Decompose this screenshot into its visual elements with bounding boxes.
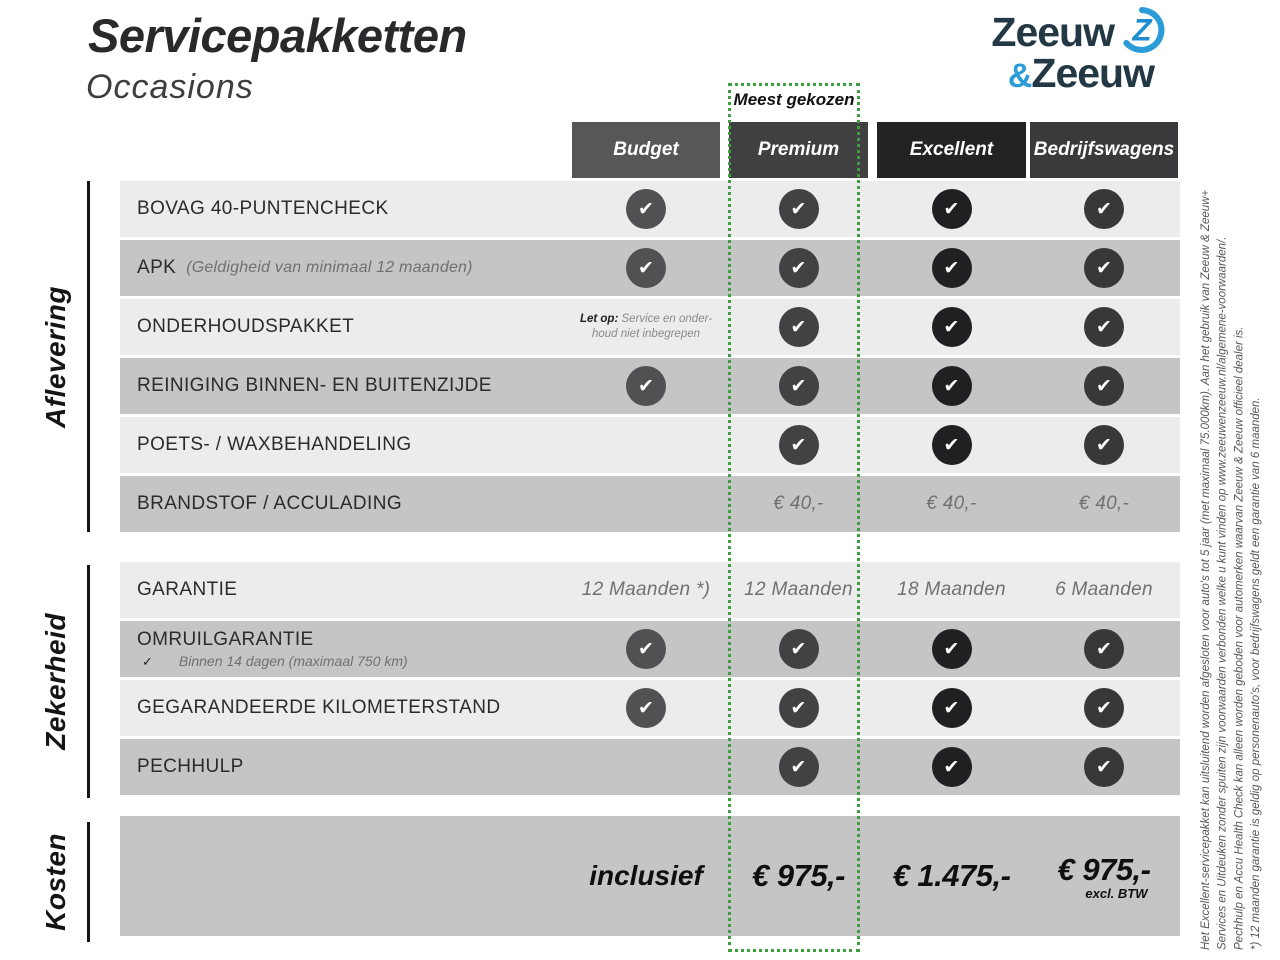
cell-value: € 40,- xyxy=(773,493,824,514)
cost-excellent: € 1.475,- xyxy=(892,858,1011,893)
row-label: APK xyxy=(137,257,177,278)
check-icon: ✔ xyxy=(778,366,819,406)
logo-word-2: Zeeuw xyxy=(1031,50,1155,96)
check-icon: ✔ xyxy=(778,248,819,288)
cost-premium: € 975,- xyxy=(751,858,846,893)
table-row: GARANTIE 12 Maanden *) 12 Maanden 18 Maa… xyxy=(120,562,1180,618)
table-row: REINIGING BINNEN- EN BUITENZIJDE ✔ ✔ ✔ ✔ xyxy=(120,358,1180,414)
table-row: PECHHULP ✔ ✔ ✔ xyxy=(120,739,1180,795)
svg-text:Z: Z xyxy=(1131,12,1153,47)
column-header-premium: Premium xyxy=(729,122,868,178)
budget-note: Let op: Service en onder-houd niet inbeg… xyxy=(579,313,713,340)
check-icon: ✔ xyxy=(931,747,972,787)
logo-word-1: Zeeuw xyxy=(991,8,1115,55)
table-row: APK (Geldigheid van minimaal 12 maanden)… xyxy=(120,240,1180,296)
row-label: BRANDSTOF / ACCULADING xyxy=(137,493,402,514)
check-icon: ✔ xyxy=(778,307,819,347)
cell-value: € 40,- xyxy=(926,493,977,514)
fine-print-line: *) 12 maanden garantie is geldig op pers… xyxy=(1250,397,1263,950)
column-header-excellent: Excellent xyxy=(877,122,1026,178)
row-label: ONDERHOUDSPAKKET xyxy=(137,316,355,337)
fine-print-line: Pechhulp en Accu Health Check kan alleen… xyxy=(1233,326,1246,951)
check-icon: ✔ xyxy=(778,189,819,229)
section-aflevering: BOVAG 40-PUNTENCHECK ✔ ✔ ✔ ✔ APK (Geldig… xyxy=(120,181,1180,532)
row-label: POETS- / WAXBEHANDELING xyxy=(137,434,412,455)
fine-print: Het Excellent-servicepakket kan uitsluit… xyxy=(1198,110,1264,950)
check-icon: ✔ xyxy=(1084,248,1124,288)
logo-ampersand: & xyxy=(1007,57,1033,95)
row-subnote-text: Binnen 14 dagen (maximaal 750 km) xyxy=(178,652,408,669)
check-icon: ✔ xyxy=(931,629,972,669)
check-icon: ✔ xyxy=(778,747,819,787)
check-icon: ✔ xyxy=(1084,307,1124,347)
check-icon: ✔ xyxy=(931,366,972,406)
section-label-kosten: Kosten xyxy=(40,833,71,931)
cost-bedrijfswagens-note: excl. BTW xyxy=(1085,885,1148,901)
z-swoosh-icon: Z xyxy=(1123,7,1165,53)
section-kosten-band: inclusief € 975,- € 1.475,- € 975,- excl… xyxy=(120,816,1180,936)
check-icon: ✔ xyxy=(626,366,666,406)
check-icon: ✔ xyxy=(931,688,972,728)
row-label: GARANTIE xyxy=(137,579,238,600)
check-icon: ✔ xyxy=(778,629,819,669)
check-icon: ✔ xyxy=(1084,189,1124,229)
row-sublabel: (Geldigheid van minimaal 12 maanden) xyxy=(186,259,473,276)
row-label: BOVAG 40-PUNTENCHECK xyxy=(137,198,389,219)
column-header-budget: Budget xyxy=(572,122,720,178)
table-header-row: Budget Premium Excellent Bedrijfswagens xyxy=(120,122,1180,178)
column-header-bedrijfswagens: Bedrijfswagens xyxy=(1030,122,1178,178)
section-rail xyxy=(87,181,90,532)
cell-value: 18 Maanden xyxy=(897,579,1006,600)
check-icon: ✔ xyxy=(931,189,972,229)
table-row: OMRUILGARANTIE ✓ Binnen 14 dagen (maximaa… xyxy=(120,621,1180,677)
table-row: ONDERHOUDSPAKKET Let op: Service en onde… xyxy=(120,299,1180,355)
section-rail xyxy=(87,822,90,942)
check-icon: ✔ xyxy=(778,425,819,465)
most-chosen-badge: Meest gekozen xyxy=(733,90,855,109)
check-icon: ✔ xyxy=(626,629,666,669)
fine-print-line: Het Excellent-servicepakket kan uitsluit… xyxy=(1200,189,1212,950)
section-label-zekerheid: Zekerheid xyxy=(40,613,71,750)
table-row: POETS- / WAXBEHANDELING ✔ ✔ ✔ xyxy=(120,417,1180,473)
row-label: REINIGING BINNEN- EN BUITENZIJDE xyxy=(137,375,492,396)
check-icon: ✔ xyxy=(1084,688,1124,728)
row-label: OMRUILGARANTIE xyxy=(137,628,314,650)
check-icon: ✔ xyxy=(778,688,819,728)
page-title: Servicepakketten xyxy=(88,9,467,62)
section-label-aflevering: Aflevering xyxy=(40,285,71,428)
check-icon: ✓ xyxy=(142,653,153,669)
page-subtitle: Occasions xyxy=(86,68,254,106)
row-label: GEGARANDEERDE KILOMETERSTAND xyxy=(137,697,501,718)
cell-value: 12 Maanden *) xyxy=(581,579,711,600)
section-zekerheid: GARANTIE 12 Maanden *) 12 Maanden 18 Maa… xyxy=(120,562,1180,795)
zeeuw-zeeuw-logo: Zeeuw Z &Zeeuw xyxy=(991,7,1168,96)
cell-value: 6 Maanden xyxy=(1055,579,1153,600)
table-row: BRANDSTOF / ACCULADING € 40,- € 40,- € 4… xyxy=(120,476,1180,532)
check-icon: ✔ xyxy=(1084,629,1124,669)
cost-bedrijfswagens: € 975,- xyxy=(1057,851,1151,887)
table-row: GEGARANDEERDE KILOMETERSTAND ✔ ✔ ✔ ✔ xyxy=(120,680,1180,736)
fine-print-line: Services en Uitdeuken zonder spuiten zij… xyxy=(1216,236,1229,950)
check-icon: ✔ xyxy=(626,248,666,288)
check-icon: ✔ xyxy=(1084,747,1124,787)
check-icon: ✔ xyxy=(931,425,972,465)
check-icon: ✔ xyxy=(931,248,972,288)
table-row: BOVAG 40-PUNTENCHECK ✔ ✔ ✔ ✔ xyxy=(120,181,1180,237)
cell-value: € 40,- xyxy=(1078,493,1130,514)
cell-value: 12 Maanden xyxy=(744,579,853,600)
cost-budget: inclusief xyxy=(589,860,703,891)
check-icon: ✔ xyxy=(626,688,666,728)
check-icon: ✔ xyxy=(626,189,666,229)
section-rail xyxy=(87,565,90,798)
check-icon: ✔ xyxy=(931,307,972,347)
comparison-table: Budget Premium Excellent Bedrijfswagens … xyxy=(120,122,1180,936)
check-icon: ✔ xyxy=(1084,366,1124,406)
check-icon: ✔ xyxy=(1084,425,1124,465)
row-label: PECHHULP xyxy=(137,756,244,777)
